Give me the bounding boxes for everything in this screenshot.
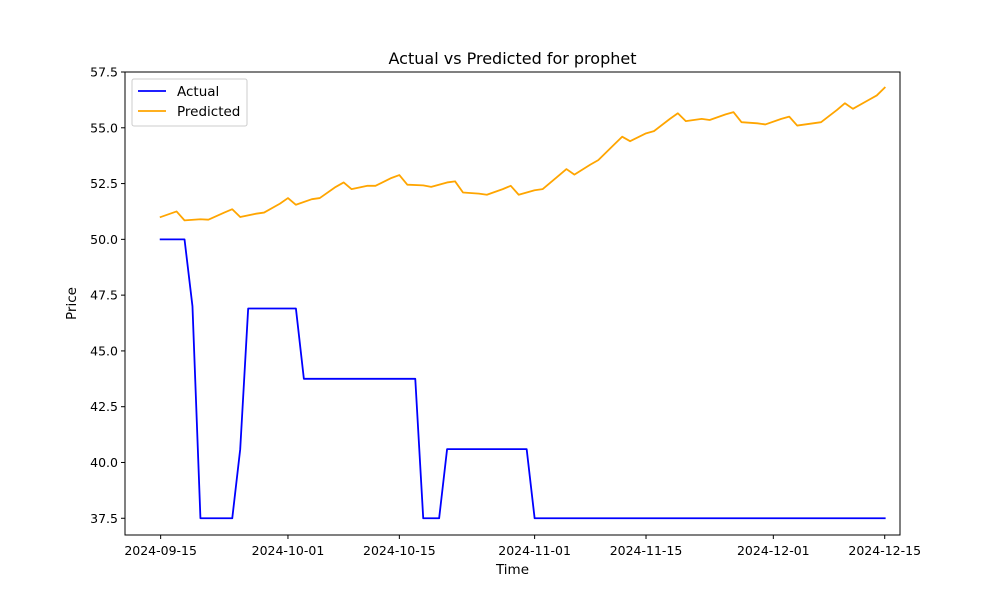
x-axis-label: Time xyxy=(495,562,529,578)
plot-lines xyxy=(159,86,886,520)
y-tick-label: 47.5 xyxy=(90,288,118,303)
y-tick-label: 50.0 xyxy=(90,232,118,247)
y-tick-label: 57.5 xyxy=(90,65,118,80)
x-tick-label: 2024-11-01 xyxy=(498,543,571,558)
x-axis: 2024-09-15 2024-10-01 2024-10-15 2024-11-01… xyxy=(124,535,921,558)
x-tick-label: 2024-11-15 xyxy=(610,543,683,558)
y-tick-label: 52.5 xyxy=(90,176,118,191)
x-tick-label: 2024-09-15 xyxy=(124,543,197,558)
series-line-predicted xyxy=(159,86,886,222)
y-axis: 37.5 40.0 42.5 45.0 47.5 50.0 52.5 55.0 57.5 xyxy=(90,65,125,526)
x-tick-label: 2024-12-01 xyxy=(737,543,810,558)
y-tick-label: 40.0 xyxy=(90,455,118,470)
y-axis-label: Price xyxy=(64,287,80,320)
x-tick-label: 2024-10-01 xyxy=(252,543,325,558)
legend-label-predicted: Predicted xyxy=(177,104,240,120)
y-tick-label: 45.0 xyxy=(90,343,118,358)
legend-label-actual: Actual xyxy=(177,84,219,100)
series-line-actual xyxy=(159,238,886,520)
plot-frame xyxy=(124,71,901,536)
chart-title: Actual vs Predicted for prophet xyxy=(389,49,637,68)
y-tick-label: 37.5 xyxy=(90,511,118,526)
y-tick-label: 42.5 xyxy=(90,399,118,414)
legend: Actual Predicted xyxy=(131,78,248,127)
y-tick-label: 55.0 xyxy=(90,120,118,135)
x-tick-label: 2024-12-15 xyxy=(848,543,921,558)
x-tick-label: 2024-10-15 xyxy=(363,543,436,558)
